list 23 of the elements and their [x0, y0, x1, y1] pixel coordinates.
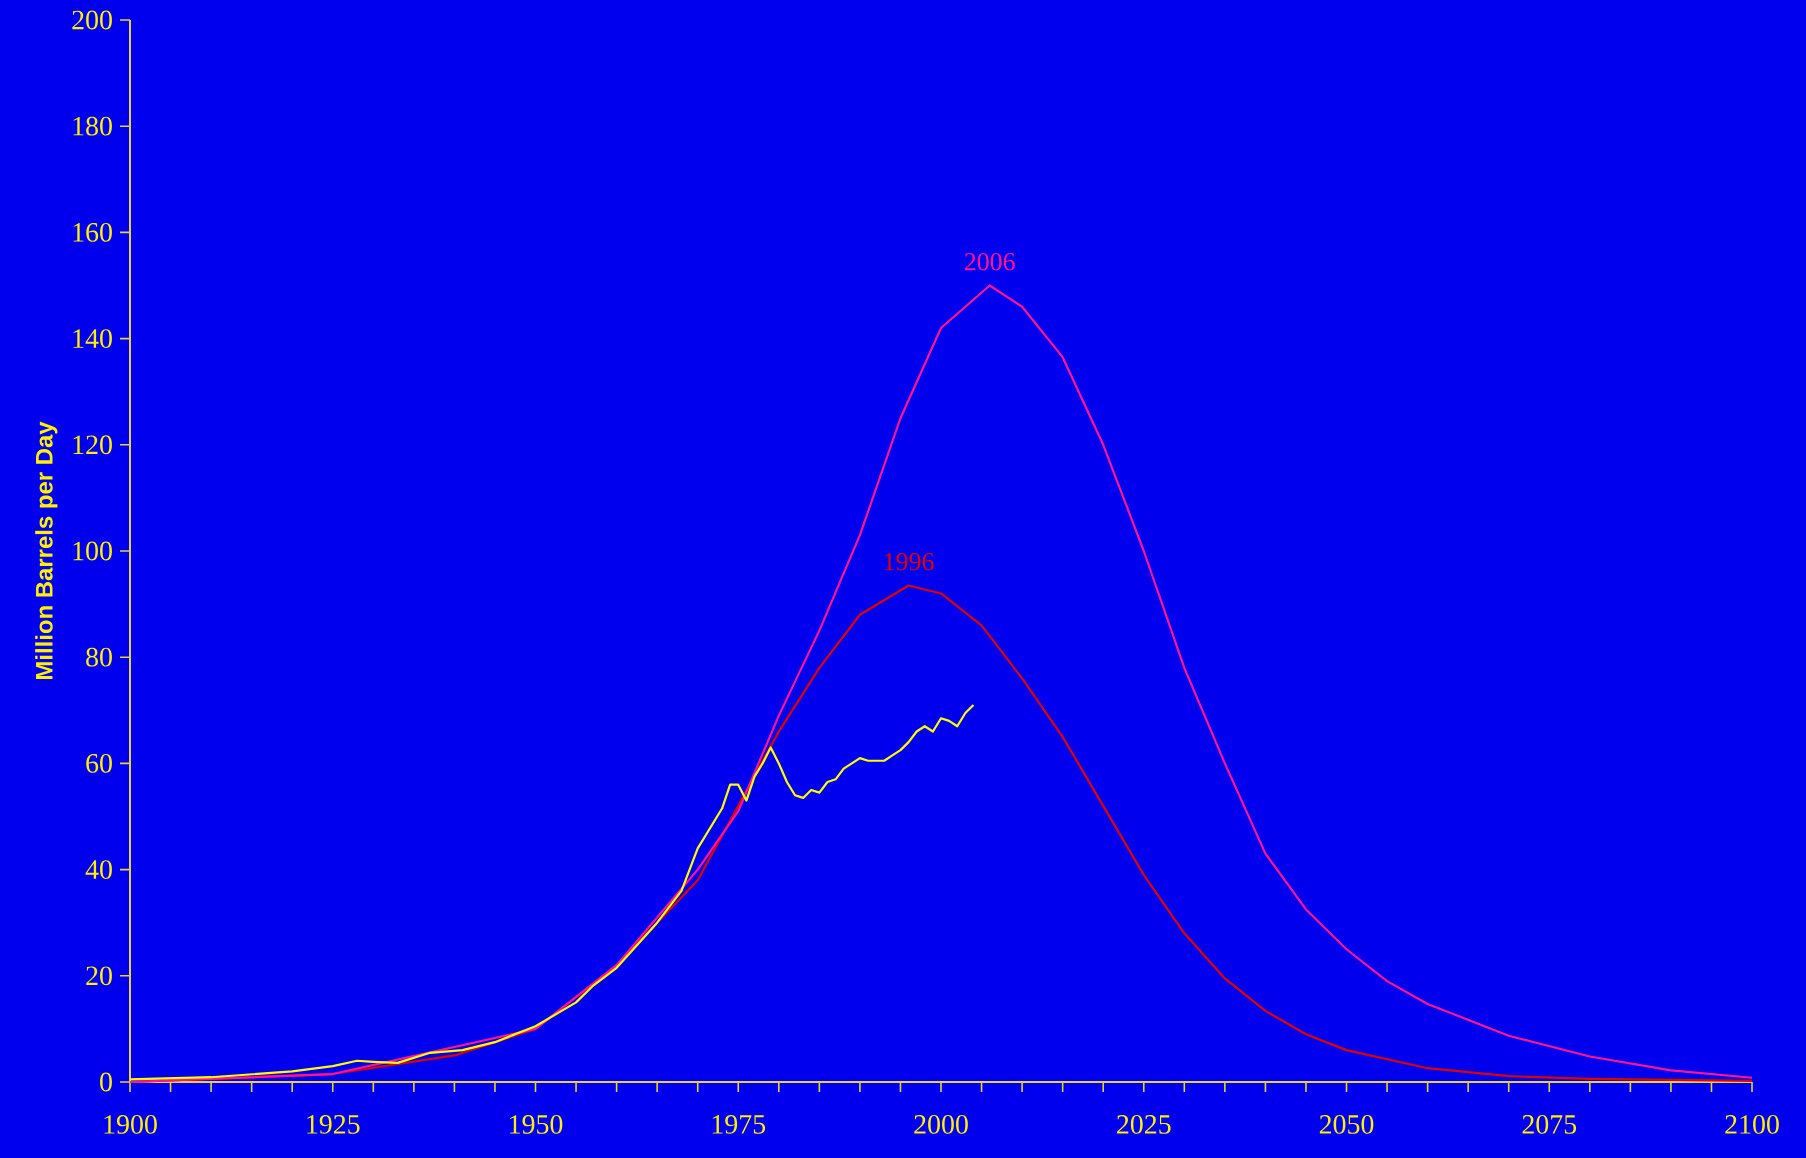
- y-tick-label: 100: [73, 541, 112, 561]
- y-tick-label: 20: [86, 966, 112, 986]
- series-label: 2006: [964, 252, 1015, 271]
- x-tick-label: 1925: [307, 1115, 360, 1134]
- x-tick-label: 1975: [712, 1115, 766, 1134]
- y-tick-label: 140: [73, 329, 112, 349]
- y-tick-label: 60: [86, 753, 112, 773]
- series-label: 1996: [884, 553, 934, 571]
- y-tick-label: 120: [73, 435, 112, 455]
- y-tick-label: 200: [72, 10, 112, 30]
- y-tick-label: 80: [86, 647, 112, 667]
- y-axis-title: Million Barrels per Day: [35, 421, 58, 679]
- y-tick-label: 180: [73, 116, 112, 136]
- x-tick-label: 2025: [1117, 1115, 1171, 1134]
- x-tick-label: 1900: [104, 1115, 157, 1134]
- y-tick-label: 160: [73, 222, 112, 242]
- x-tick-label: 2100: [1725, 1115, 1779, 1134]
- x-tick-label: 2050: [1319, 1115, 1374, 1134]
- x-tick-label: 2000: [914, 1115, 968, 1134]
- x-tick-label: 2075: [1522, 1115, 1577, 1134]
- y-tick-label: 0: [100, 1072, 112, 1092]
- y-tick-label: 40: [85, 860, 112, 880]
- x-tick-label: 1950: [510, 1115, 563, 1134]
